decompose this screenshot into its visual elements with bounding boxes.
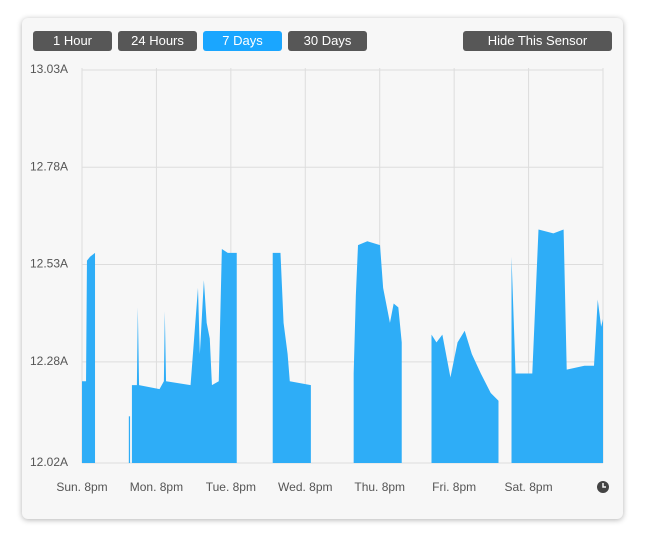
area <box>511 229 603 463</box>
range-button[interactable]: 24 Hours <box>118 31 197 51</box>
y-tick-label: 12.78A <box>30 159 68 173</box>
area <box>431 330 499 463</box>
area <box>82 252 96 463</box>
x-tick-label: Sun. 8pm <box>56 480 107 494</box>
range-button[interactable]: 1 Hour <box>33 31 112 51</box>
clock-icon[interactable] <box>597 481 609 493</box>
y-tick-label: 12.28A <box>30 354 68 368</box>
x-tick-label: Mon. 8pm <box>130 480 183 494</box>
y-tick-label: 12.53A <box>30 257 68 271</box>
area <box>131 248 237 463</box>
x-tick-label: Sat. 8pm <box>505 480 553 494</box>
y-tick-label: 12.02A <box>30 455 68 469</box>
x-tick-label: Thu. 8pm <box>354 480 405 494</box>
area <box>128 416 131 463</box>
range-button[interactable]: 30 Days <box>288 31 367 51</box>
x-tick-label: Wed. 8pm <box>278 480 332 494</box>
x-tick-label: Tue. 8pm <box>206 480 256 494</box>
area <box>272 252 311 463</box>
y-tick-label: 13.03A <box>30 62 68 76</box>
range-button[interactable]: 7 Days <box>203 31 282 51</box>
hide-sensor-button[interactable]: Hide This Sensor <box>463 31 612 51</box>
area <box>353 241 402 463</box>
x-tick-label: Fri. 8pm <box>432 480 476 494</box>
